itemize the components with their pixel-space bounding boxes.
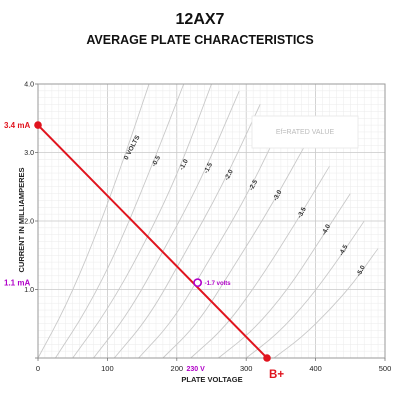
y-axis-label: CURRENT IN MILLIAMPERES [17, 168, 26, 273]
chart-title: 12AX7 [176, 11, 225, 28]
curve-label-6: -3.0 [272, 189, 284, 203]
load-line [37, 124, 268, 359]
plate-curve-9 [245, 220, 365, 359]
load-line-start-point [34, 121, 42, 129]
load-line-start-label: 3.4 mA [4, 121, 30, 130]
y-tick-label: 4.0 [24, 82, 34, 89]
y-tick-label: 1.0 [24, 287, 34, 294]
rated-value-box: Ef=RATED VALUE [251, 115, 359, 149]
plate-curve-10 [273, 247, 379, 359]
curve-label-9: -4.5 [338, 244, 350, 258]
plate-curve-0 [37, 83, 150, 359]
voltage-annotation: 230 V [186, 366, 205, 373]
chart-subtitle: AVERAGE PLATE CHARACTERISTICS [86, 33, 313, 47]
rated-value-label: Ef=RATED VALUE [276, 129, 335, 136]
x-tick-label: 400 [309, 364, 322, 373]
curve-label-0: 0 VOLTS [123, 134, 142, 161]
plate-curve-7 [190, 165, 330, 359]
axes: 0 100 200 300 400 500 1.0 2.0 3.0 4.0 [24, 82, 391, 374]
curve-label-3: -1.5 [203, 161, 215, 175]
curve-label-4: -2.0 [223, 168, 235, 182]
plate-curve-2 [72, 83, 212, 359]
x-tick-label: 0 [36, 364, 40, 373]
grid [37, 83, 386, 359]
curve-label-8: -4.0 [321, 223, 333, 237]
plate-curve-4 [113, 104, 261, 359]
y-tick-label: 2.0 [24, 219, 34, 226]
x-tick-label: 100 [101, 364, 114, 373]
plate-curve-1 [55, 83, 185, 359]
y-tick-label: 3.0 [24, 150, 34, 157]
x-tick-label: 500 [379, 364, 392, 373]
load-line-end-point [263, 354, 271, 362]
load-line-group: 3.4 mA B+ -1.7 volts 1.1 mA 230 V [4, 121, 284, 381]
x-axis-label: PLATE VOLTAGE [181, 375, 242, 384]
curve-label-1: -0.5 [151, 154, 163, 168]
operating-point-label: -1.7 volts [205, 281, 232, 287]
plate-curve-6 [162, 138, 310, 359]
current-annotation: 1.1 mA [4, 279, 30, 288]
curve-label-7: -3.5 [296, 206, 308, 220]
curve-label-5: -2.5 [248, 178, 260, 192]
x-tick-label: 300 [240, 364, 253, 373]
plate-curve-3 [93, 90, 240, 359]
curve-label-10: -5.0 [355, 264, 367, 278]
plate-curve-5 [138, 117, 285, 359]
b-plus-label: B+ [269, 369, 284, 381]
operating-point [193, 278, 203, 288]
plate-curve-8 [218, 193, 351, 359]
curve-label-2: -1.0 [178, 158, 190, 172]
x-tick-label: 200 [171, 364, 184, 373]
